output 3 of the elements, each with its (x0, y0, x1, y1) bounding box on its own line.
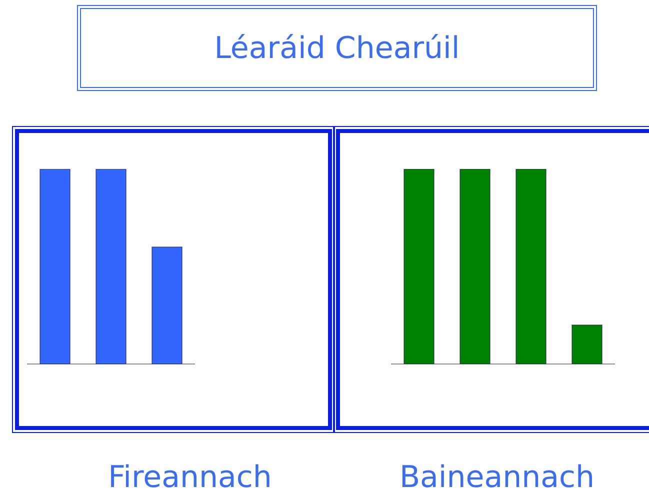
x-axis-title: Baineannach (398, 460, 596, 495)
text: Léaráid Chearúil (77, 5, 597, 91)
x-axis-title: Fireannach (107, 460, 273, 495)
